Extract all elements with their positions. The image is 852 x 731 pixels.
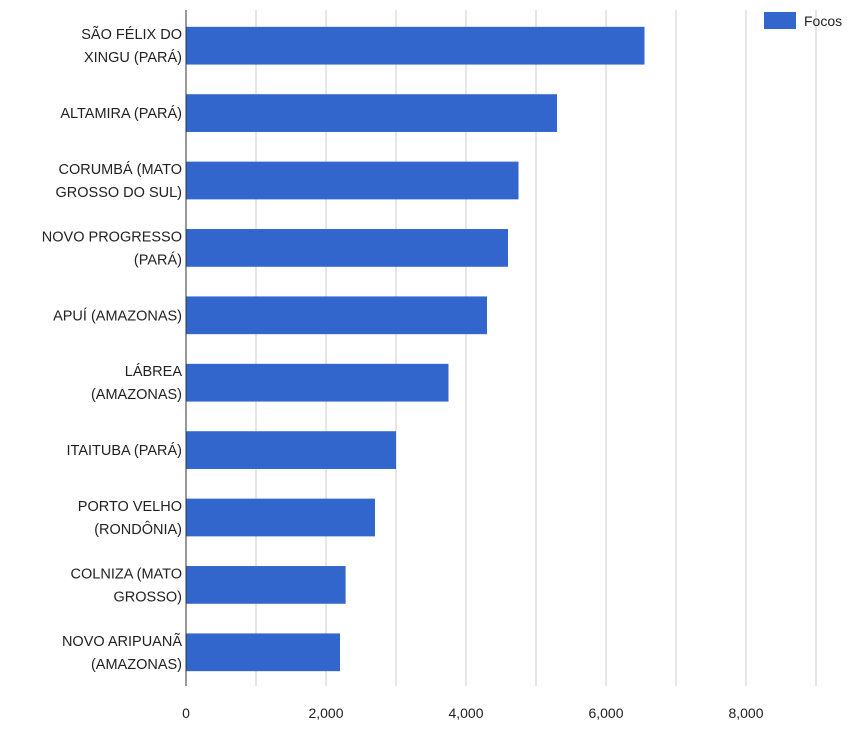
bar-8[interactable]: [186, 566, 346, 604]
category-label-line: ALTAMIRA (PARÁ): [60, 105, 182, 122]
bar-0[interactable]: [186, 26, 645, 65]
x-tick-label: 4,000: [448, 705, 483, 721]
category-label-line: (PARÁ): [134, 251, 182, 268]
x-tick-label: 2,000: [308, 705, 343, 721]
category-label: NOVO PROGRESSO (PARÁ): [42, 229, 182, 268]
bar-5[interactable]: [186, 363, 449, 402]
category-label: NOVO ARIPUANÃ (AMAZONAS): [62, 633, 182, 673]
legend-label-focos: Focos: [804, 13, 842, 29]
bar-7[interactable]: [186, 498, 375, 537]
x-tick-label: 0: [182, 705, 190, 721]
category-label-line: GROSSO DO SUL): [56, 185, 183, 201]
category-label-line: SÃO FÉLIX DO: [81, 26, 182, 43]
category-label-line: (AMAZONAS): [91, 387, 182, 403]
category-label-line: CORUMBÁ (MATO: [58, 161, 182, 178]
tick-label-layer: 0 2,000 4,000 6,000 8,000: [182, 705, 764, 721]
x-tick-label: 8,000: [728, 705, 763, 721]
bar-3[interactable]: [186, 229, 508, 267]
bar-4[interactable]: [186, 296, 487, 335]
category-label-line: GROSSO): [114, 589, 182, 605]
category-label-layer: SÃO FÉLIX DO XINGU (PARÁ) ALTAMIRA (PARÁ) C…: [42, 26, 183, 673]
category-label: PORTO VELHO (RONDÔNIA): [78, 499, 182, 538]
category-label: COLNIZA (MATO GROSSO): [71, 566, 182, 605]
category-label: CORUMBÁ (MATO GROSSO DO SUL): [56, 161, 183, 201]
category-label-line: NOVO ARIPUANÃ: [62, 633, 182, 650]
category-label: ALTAMIRA (PARÁ): [60, 105, 182, 122]
category-label-line: NOVO PROGRESSO: [42, 229, 182, 245]
bar-6[interactable]: [186, 431, 396, 469]
category-label-line: COLNIZA (MATO: [71, 566, 182, 582]
category-label-line: (AMAZONAS): [91, 657, 182, 673]
category-label: APUÍ (AMAZONAS): [53, 307, 182, 324]
x-tick-label: 6,000: [588, 705, 623, 721]
category-label-line: PORTO VELHO: [78, 499, 182, 515]
bar-layer: [186, 26, 645, 672]
category-label-line: XINGU (PARÁ): [84, 49, 182, 66]
category-label: LÁBREA (AMAZONAS): [91, 363, 182, 403]
category-label-line: LÁBREA: [125, 363, 183, 380]
category-label: SÃO FÉLIX DO XINGU (PARÁ): [81, 26, 182, 66]
bar-1[interactable]: [186, 94, 557, 132]
legend-swatch-focos: [764, 12, 796, 29]
category-label: ITAITUBA (PARÁ): [67, 442, 182, 459]
bar-9[interactable]: [186, 633, 340, 672]
category-label-line: ITAITUBA (PARÁ): [67, 442, 182, 459]
category-label-line: (RONDÔNIA): [94, 521, 182, 538]
bar-2[interactable]: [186, 161, 519, 200]
legend[interactable]: Focos: [764, 12, 842, 29]
category-label-line: APUÍ (AMAZONAS): [53, 307, 182, 324]
